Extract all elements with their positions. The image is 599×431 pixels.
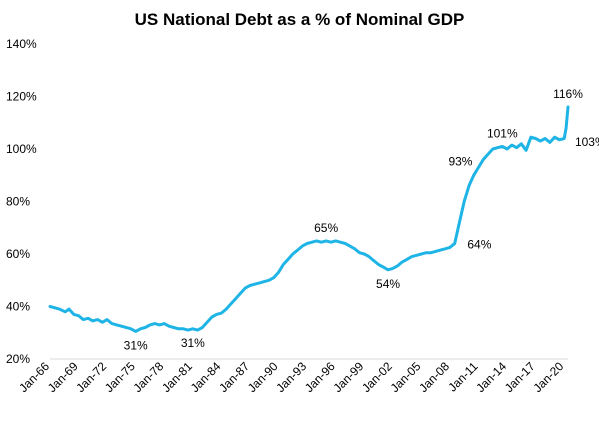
- y-tick-label: 40%: [6, 300, 30, 314]
- x-tick-label: Jan-90: [245, 359, 281, 395]
- x-tick-label: Jan-87: [216, 359, 252, 395]
- x-tick-label: Jan-75: [102, 359, 138, 395]
- x-tick-label: Jan-93: [273, 359, 309, 395]
- x-tick-label: Jan-84: [188, 359, 224, 395]
- x-axis: Jan-66Jan-69Jan-72Jan-75Jan-78Jan-81Jan-…: [16, 358, 568, 395]
- data-label: 116%: [553, 87, 583, 101]
- data-label: 54%: [376, 277, 400, 291]
- data-label: 64%: [467, 238, 491, 252]
- x-tick-label: Jan-02: [359, 359, 395, 395]
- plot-area: [48, 105, 570, 333]
- series-line: [48, 105, 570, 333]
- y-tick-label: 120%: [6, 90, 37, 104]
- y-axis: 20% 40% 60% 80% 100% 120% 140%: [6, 37, 37, 366]
- x-tick-label: Jan-81: [159, 359, 195, 395]
- y-tick-label: 100%: [6, 142, 37, 156]
- x-tick-label: Jan-99: [330, 359, 366, 395]
- x-tick-label: Jan-11: [445, 359, 480, 394]
- data-label: 101%: [487, 126, 518, 140]
- y-tick-label: 80%: [6, 195, 30, 209]
- data-label: 93%: [448, 154, 472, 168]
- data-label: 31%: [124, 338, 148, 352]
- y-tick-label: 20%: [6, 352, 30, 366]
- x-tick-label: Jan-78: [131, 359, 167, 395]
- x-tick-label: Jan-69: [45, 359, 81, 395]
- y-tick-label: 60%: [6, 247, 30, 261]
- x-tick-label: Jan-20: [530, 359, 566, 395]
- data-label: 31%: [181, 336, 205, 350]
- x-tick-label: Jan-14: [473, 359, 509, 395]
- x-tick-label: Jan-96: [302, 359, 338, 395]
- chart-title: US National Debt as a % of Nominal GDP: [135, 10, 465, 29]
- x-tick-label: Jan-08: [416, 359, 452, 395]
- x-tick-label: Jan-05: [388, 359, 424, 395]
- annotations: 31% 31% 65% 54% 64% 93% 101% 116% 103%: [124, 87, 599, 352]
- x-tick-label: Jan-17: [502, 359, 538, 395]
- data-label: 65%: [314, 221, 338, 235]
- x-tick-label: Jan-72: [73, 359, 109, 395]
- data-label: 103%: [575, 135, 599, 149]
- y-tick-label: 140%: [6, 37, 37, 51]
